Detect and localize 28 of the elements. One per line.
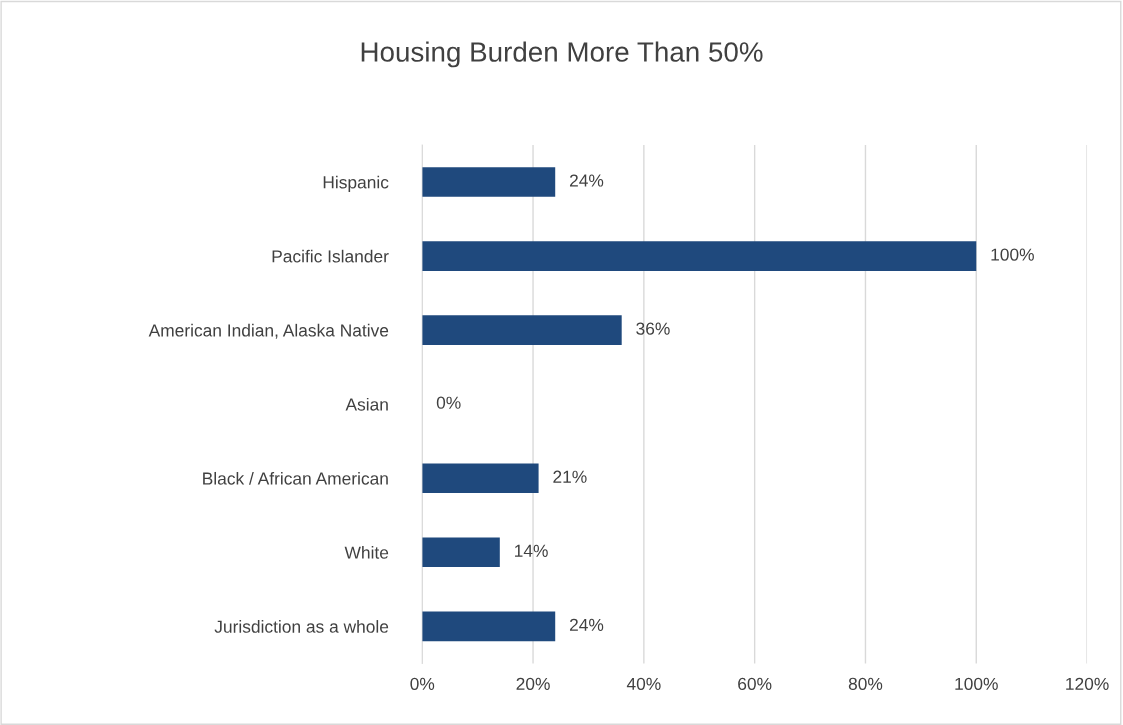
y-tick-label: Asian: [345, 397, 388, 411]
x-tick-label: 60%: [738, 677, 772, 691]
chart-title: Housing Burden More Than 50%: [361, 41, 763, 68]
x-tick-label: 120%: [1066, 677, 1109, 691]
data-label: 36%: [636, 322, 670, 335]
y-tick-label: White: [344, 546, 389, 559]
data-label: 24%: [569, 174, 604, 187]
data-label: 100%: [991, 248, 1034, 261]
x-tick-label: 100%: [955, 677, 998, 691]
y-tick-label: Black / African American: [203, 471, 388, 485]
x-tick-label: 0%: [410, 677, 435, 691]
y-tick-label: Hispanic: [323, 175, 389, 192]
x-tick-label: 80%: [848, 677, 883, 691]
bar: [422, 537, 500, 568]
bar: [422, 167, 556, 197]
bar: [422, 611, 556, 642]
x-tick-label: 20%: [516, 677, 550, 691]
data-label: 14%: [515, 544, 548, 557]
data-label: 21%: [553, 470, 587, 483]
bar: [422, 463, 539, 494]
data-label: 24%: [569, 618, 604, 631]
x-tick-label: 40%: [626, 677, 661, 691]
y-tick-label: Jurisdiction as a whole: [214, 620, 389, 633]
bar: [422, 241, 977, 271]
bar: [422, 315, 622, 345]
y-tick-label: American Indian, Alaska Native: [148, 323, 389, 339]
y-tick-label: Pacific Islander: [272, 249, 389, 263]
data-label: 0%: [436, 396, 461, 409]
